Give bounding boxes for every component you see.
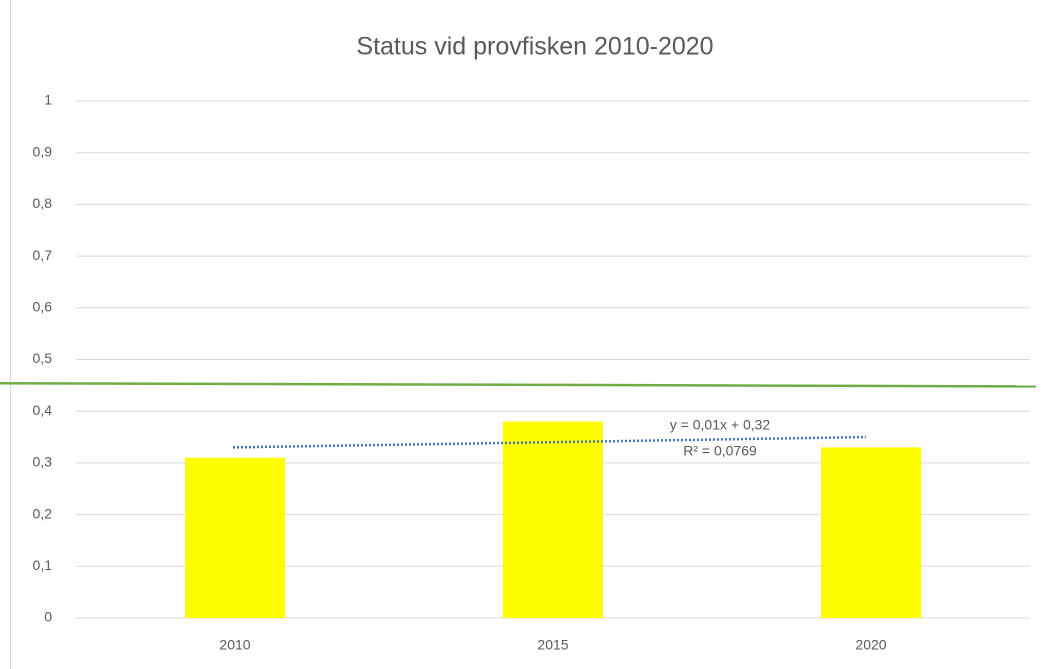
chart-title: Status vid provfisken 2010-2020 (356, 33, 713, 61)
x-tick-label: 2020 (855, 637, 886, 653)
bar (821, 447, 921, 618)
y-tick-label: 0,4 (33, 402, 53, 418)
y-tick-label: 0,6 (33, 299, 53, 315)
y-tick-label: 0,9 (33, 143, 53, 159)
bar (185, 457, 285, 618)
y-tick-label: 0,1 (33, 557, 53, 573)
y-tick-label: 0,8 (33, 195, 53, 211)
y-tick-label: 0 (44, 609, 52, 625)
x-tick-label: 2015 (537, 637, 568, 653)
trendline-r-squared: R² = 0,0769 (683, 443, 757, 459)
bar (503, 421, 603, 618)
trendline-equation: y = 0,01x + 0,32 (670, 417, 771, 433)
y-tick-label: 0,5 (33, 350, 53, 366)
y-tick-label: 0,2 (33, 505, 53, 521)
reference-line (0, 382, 1037, 388)
y-tick-label: 0,3 (33, 454, 53, 470)
y-tick-label: 1 (44, 92, 52, 108)
trendline (232, 435, 867, 449)
x-tick-label: 2010 (219, 637, 250, 653)
y-tick-label: 0,7 (33, 247, 53, 263)
